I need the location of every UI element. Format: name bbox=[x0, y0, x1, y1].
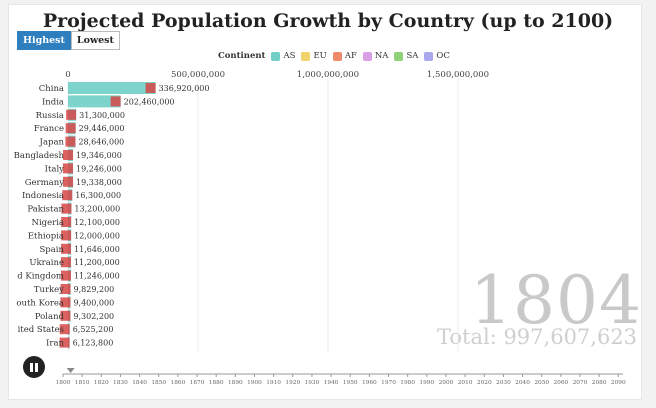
legend-label-oc: OC bbox=[436, 51, 450, 61]
legend-swatch-sa bbox=[394, 51, 404, 61]
legend-label-af: AF bbox=[344, 51, 357, 61]
pause-icon-left bbox=[30, 362, 33, 372]
chart-title: Projected Population Growth by Country (… bbox=[42, 10, 614, 32]
sort-toggle: Highest Lowest bbox=[17, 31, 120, 50]
legend-item-na[interactable]: NA bbox=[362, 51, 389, 61]
highest-button[interactable]: Highest bbox=[17, 31, 71, 50]
continent-legend: Continent AS EU AF NA SA OC bbox=[218, 51, 456, 61]
legend-swatch-eu bbox=[301, 51, 311, 61]
legend-item-as[interactable]: AS bbox=[271, 51, 295, 61]
total-population: Total: 997,607,623 bbox=[437, 325, 638, 349]
legend-swatch-oc bbox=[424, 51, 434, 61]
pause-icon-right bbox=[35, 362, 38, 372]
legend-item-sa[interactable]: SA bbox=[394, 51, 418, 61]
legend-label-as: AS bbox=[283, 51, 296, 61]
legend-label-na: NA bbox=[374, 51, 389, 61]
legend-label-eu: EU bbox=[313, 51, 327, 61]
pause-button[interactable] bbox=[23, 356, 45, 378]
legend-label-sa: SA bbox=[406, 51, 419, 61]
legend-item-af[interactable]: AF bbox=[332, 51, 357, 61]
legend-swatch-na bbox=[362, 51, 372, 61]
legend-swatch-as bbox=[271, 51, 281, 61]
legend-swatch-af bbox=[332, 51, 342, 61]
current-year: 1804 bbox=[470, 262, 642, 339]
chart-card bbox=[8, 4, 642, 400]
legend-item-oc[interactable]: OC bbox=[424, 51, 450, 61]
legend-item-eu[interactable]: EU bbox=[301, 51, 327, 61]
lowest-button[interactable]: Lowest bbox=[70, 31, 120, 50]
legend-title: Continent bbox=[218, 51, 266, 61]
